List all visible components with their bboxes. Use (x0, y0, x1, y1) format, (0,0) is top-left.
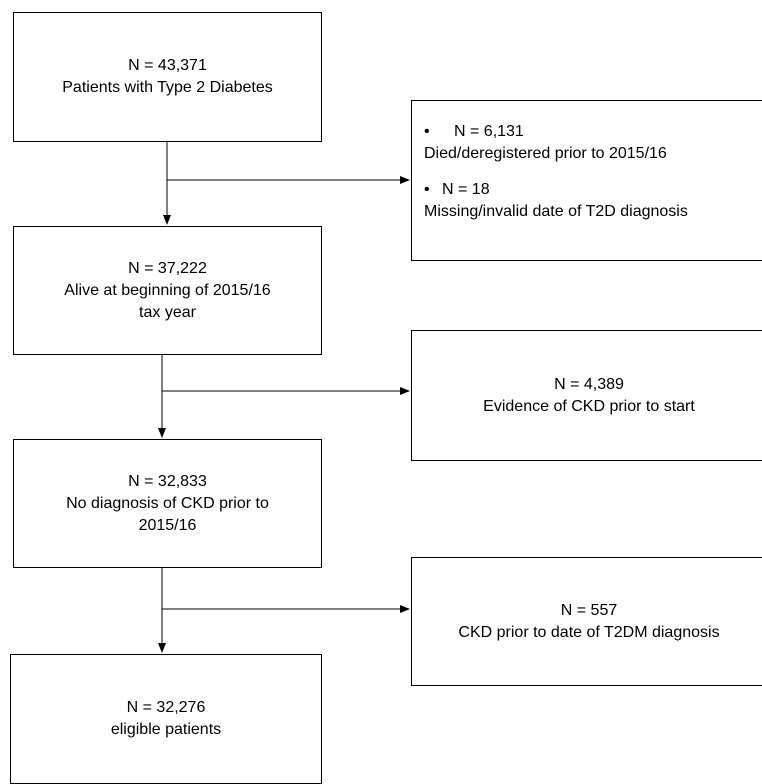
exclusion-bullet: • N = 18 (424, 179, 490, 201)
step-label: Patients with Type 2 Diabetes (62, 79, 273, 96)
exclusion-count: N = 4,389 (554, 375, 624, 393)
bullet-mark: • (424, 181, 430, 198)
exclusion-count: N = 557 (560, 601, 618, 619)
exclusion-count: N = 18 (442, 181, 490, 198)
step-count: N = 32,833 (128, 472, 207, 490)
step-label: Alive at beginning of 2015/16 (64, 281, 271, 299)
exclusion-box-ckd-before-diagnosis: N = 557 CKD prior to date of T2DM diagno… (411, 557, 762, 686)
step-label: eligible patients (110, 721, 222, 738)
exclusion-box-died-missing: • N = 6,131 Died/deregistered prior to 20… (411, 100, 762, 261)
step-box-eligible: N = 32,276 eligible patients (10, 654, 322, 784)
step-count: N = 43,371 (128, 57, 207, 74)
step-box-patients-t2d: N = 43,371 Patients with Type 2 Diabetes (13, 12, 322, 142)
bullet-mark: • (424, 123, 430, 140)
exclusion-count: N = 6,131 (454, 123, 524, 140)
step-count: N = 32,276 (126, 699, 206, 716)
step-label: No diagnosis of CKD prior to (66, 494, 269, 512)
step-box-no-ckd: N = 32,833 No diagnosis of CKD prior to … (13, 439, 322, 568)
step-count: N = 37,222 (128, 259, 207, 277)
exclusion-reason: Died/deregistered prior to 2015/16 (424, 145, 667, 162)
step-label: tax year (139, 303, 196, 321)
step-box-alive: N = 37,222 Alive at beginning of 2015/16… (13, 226, 322, 355)
exclusion-bullet: • N = 6,131 (424, 121, 524, 143)
exclusion-reason: Evidence of CKD prior to start (483, 397, 695, 415)
exclusion-box-ckd-evidence: N = 4,389 Evidence of CKD prior to start (411, 330, 762, 461)
exclusion-reason: Missing/invalid date of T2D diagnosis (424, 203, 688, 220)
exclusion-reason: CKD prior to date of T2DM diagnosis (458, 623, 720, 641)
step-label: 2015/16 (138, 516, 197, 534)
